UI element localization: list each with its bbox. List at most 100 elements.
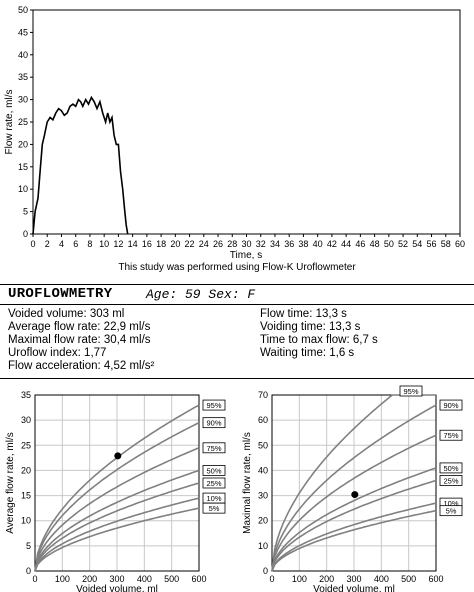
y-tick-label: 20: [258, 516, 268, 526]
percentile-label: 95%: [202, 399, 226, 411]
y-tick-label: 10: [258, 541, 268, 551]
stat-flow-acceleration: Flow acceleration: 4,52 ml/s²: [8, 360, 155, 372]
percentile-curve-10pct: [34, 497, 200, 572]
x-tick-label: 52: [398, 239, 408, 249]
x-tick-label: 6: [73, 239, 78, 249]
y-tick-label: 10: [21, 516, 31, 526]
x-tick-label: 0: [30, 239, 35, 249]
average-flow-xlabel: Voided volume, ml: [76, 584, 158, 592]
percentile-label: 5%: [202, 502, 226, 514]
x-tick-label: 8: [87, 239, 92, 249]
flow-rate-curve: [32, 95, 129, 235]
percentile-label: 25%: [202, 477, 226, 489]
percentile-label: 75%: [439, 429, 463, 441]
y-tick-label: 25: [18, 117, 28, 127]
percentile-label: 25%: [439, 475, 463, 486]
svg-text:90%: 90%: [206, 419, 221, 428]
y-tick-label: 15: [21, 491, 31, 501]
x-tick-label: 200: [319, 574, 334, 584]
y-tick-label: 70: [258, 390, 268, 400]
y-tick-label: 60: [258, 415, 268, 425]
svg-text:10%: 10%: [443, 499, 458, 508]
x-tick-label: 22: [185, 239, 195, 249]
x-tick-label: 14: [128, 239, 138, 249]
x-tick-label: 60: [455, 239, 465, 249]
x-tick-label: 100: [55, 574, 70, 584]
percentile-label: 75%: [202, 442, 226, 454]
stat-voided-volume: Voided volume: 303 ml: [8, 308, 125, 320]
svg-text:5%: 5%: [446, 507, 457, 516]
percentile-curve-25pct: [34, 482, 200, 572]
x-tick-label: 48: [370, 239, 380, 249]
x-tick-label: 0: [32, 574, 37, 584]
y-tick-label: 25: [21, 440, 31, 450]
flowmeter-note: This study was performed using Flow-K Ur…: [118, 262, 356, 273]
x-tick-label: 4: [59, 239, 64, 249]
stat-flow-time: Flow time: 13,3 s: [260, 308, 347, 320]
y-tick-label: 0: [263, 566, 268, 576]
flow-time-plot-frame: [32, 9, 461, 235]
svg-text:75%: 75%: [443, 431, 458, 440]
x-tick-label: 300: [109, 574, 124, 584]
y-tick-label: 0: [23, 229, 28, 239]
x-tick-label: 26: [213, 239, 223, 249]
x-tick-label: 36: [284, 239, 294, 249]
x-tick-label: 42: [327, 239, 337, 249]
x-tick-label: 600: [191, 574, 206, 584]
x-tick-label: 30: [241, 239, 251, 249]
percentile-curve-90pct: [271, 404, 437, 572]
stat-waiting-time: Waiting time: 1,6 s: [260, 347, 355, 359]
x-tick-label: 400: [137, 574, 152, 584]
x-tick-label: 12: [113, 239, 123, 249]
percentile-label: 50%: [439, 462, 463, 474]
y-tick-label: 30: [258, 491, 268, 501]
stat-time-to-max-flow: Time to max flow: 6,7 s: [260, 334, 378, 346]
x-tick-label: 38: [298, 239, 308, 249]
patient-point: [114, 452, 122, 460]
flow-time-chart: 0 2 4 6 8 10 12 14 16 18 20 22 24 26 28 30 32 34 36 38 40 42 4…: [4, 5, 465, 273]
y-tick-label: 35: [21, 390, 31, 400]
percentile-label: 95%: [399, 385, 423, 397]
percentile-curve-75pct: [271, 434, 437, 572]
x-tick-label: 34: [270, 239, 280, 249]
x-tick-label: 18: [156, 239, 166, 249]
y-tick-label: 30: [21, 415, 31, 425]
y-tick-label: 20: [18, 139, 28, 149]
x-tick-label: 600: [428, 574, 443, 584]
stat-maximal-flow-rate: Maximal flow rate: 30,4 ml/s: [8, 334, 151, 346]
percentile-curve-75pct: [34, 447, 200, 572]
percentile-curve-50pct: [34, 469, 200, 572]
y-tick-label: 10: [18, 184, 28, 194]
percentile-curve-90pct: [34, 421, 200, 572]
x-tick-label: 28: [227, 239, 237, 249]
svg-text:25%: 25%: [443, 476, 458, 485]
percentile-curve-50pct: [271, 467, 437, 572]
x-tick-label: 300: [346, 574, 361, 584]
x-tick-label: 500: [401, 574, 416, 584]
y-tick-label: 45: [18, 27, 28, 37]
stat-average-flow-rate: Average flow rate: 22,9 ml/s: [8, 321, 151, 333]
maximal-flow-plot-frame: [271, 394, 437, 572]
percentile-label: 50%: [202, 465, 226, 476]
svg-text:10%: 10%: [206, 494, 221, 503]
percentile-label: 10%: [202, 492, 226, 504]
svg-text:95%: 95%: [403, 387, 418, 396]
stat-uroflow-index: Uroflow index: 1,77: [8, 347, 107, 359]
percentile-label: 5%: [439, 505, 463, 517]
x-tick-label: 24: [199, 239, 209, 249]
y-tick-label: 50: [18, 5, 28, 15]
percentile-curve-5pct: [34, 507, 200, 572]
y-tick-label: 20: [21, 465, 31, 475]
svg-text:75%: 75%: [206, 444, 221, 453]
x-tick-label: 32: [256, 239, 266, 249]
x-tick-label: 500: [164, 574, 179, 584]
x-tick-label: 46: [355, 239, 365, 249]
x-tick-label: 20: [170, 239, 180, 249]
maximal-flow-ylabel: Maximal flow rate, ml/s: [242, 432, 253, 534]
percentile-curve-10pct: [271, 502, 437, 572]
x-tick-label: 54: [412, 239, 422, 249]
percentile-curve-5pct: [271, 509, 437, 572]
y-tick-label: 5: [23, 207, 28, 217]
report-title: UROFLOWMETRY: [8, 286, 113, 302]
y-tick-label: 40: [18, 50, 28, 60]
